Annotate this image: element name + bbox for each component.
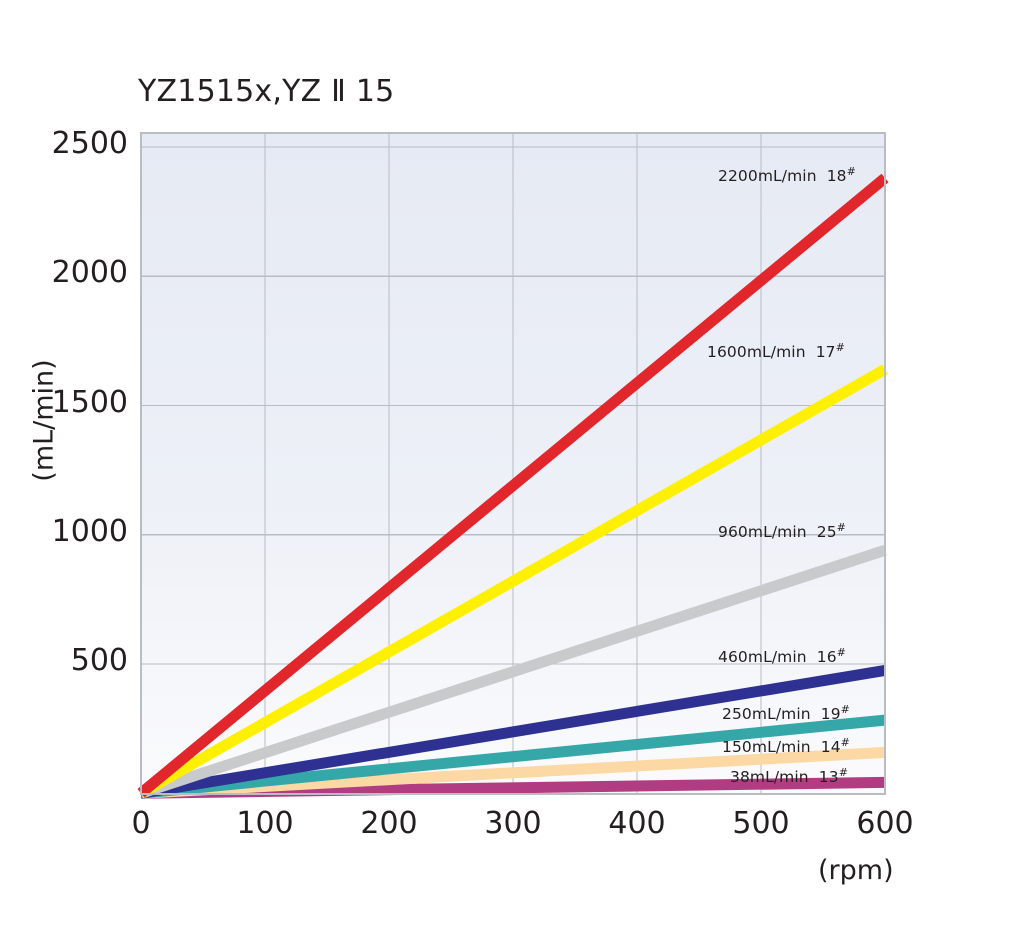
y-axis-tick-label: 2000: [51, 255, 128, 291]
series-line: [138, 364, 888, 799]
series-label-rate: 150mL/min: [722, 738, 821, 756]
series-label-rate: 460mL/min: [718, 648, 817, 666]
series-label-rate: 250mL/min: [722, 705, 821, 723]
plot-border: [140, 132, 886, 795]
y-axis-tick-label: 1500: [51, 384, 128, 420]
series-label-rate: 1600mL/min: [707, 343, 816, 361]
series-label-tube: 19: [820, 705, 841, 723]
series-label: 460mL/min 16#: [718, 645, 846, 666]
series-label-rate: 960mL/min: [718, 523, 817, 541]
series-line: [137, 173, 889, 798]
grid-lines: [141, 133, 886, 794]
series-label: 2200mL/min 18#: [718, 164, 856, 185]
series-label-tube: 14: [820, 738, 841, 756]
x-axis-tick-label: 0: [131, 806, 151, 841]
y-axis-ticks: 500 1000 1500 2000 2500: [0, 0, 128, 945]
series-label-hash-icon: #: [846, 164, 856, 178]
series-label-hash-icon: #: [836, 645, 846, 659]
x-axis-tick-label: 200: [360, 806, 418, 841]
x-axis-tick-label: 500: [732, 806, 790, 841]
series-label-tube: 13: [818, 768, 839, 786]
series-label: 250mL/min 19#: [722, 702, 850, 723]
series-line: [140, 714, 886, 799]
series-label: 1600mL/min 17#: [707, 340, 845, 361]
x-axis-tick-label: 300: [484, 806, 542, 841]
x-axis-title: (rpm): [818, 855, 894, 886]
series-label-tube: 17: [815, 343, 836, 361]
series-label: 150mL/min 14#: [722, 735, 850, 756]
series-label-rate: 2200mL/min: [718, 167, 827, 185]
y-axis-tick-label: 500: [70, 643, 128, 678]
series-label: 38mL/min 13#: [730, 765, 849, 786]
series-label-tube: 16: [816, 648, 837, 666]
x-axis-tick-label: 600: [856, 806, 914, 841]
series-lines: [137, 173, 889, 799]
series-label-tube: 25: [816, 523, 837, 541]
series-label-hash-icon: #: [836, 520, 846, 534]
series-label-rate: 38mL/min: [730, 768, 819, 786]
x-axis-tick-label: 100: [236, 806, 294, 841]
series-label-hash-icon: #: [838, 765, 849, 779]
series-label-hash-icon: #: [835, 340, 845, 354]
series-line: [140, 665, 886, 799]
chart-title: YZ1515x,YZ Ⅱ 15: [138, 74, 395, 109]
series-label-hash-icon: #: [840, 702, 850, 716]
x-axis-tick-label: 400: [608, 806, 666, 841]
series-line: [139, 545, 887, 799]
series-label-tube: 18: [826, 167, 847, 185]
series-label: 960mL/min 25#: [718, 520, 846, 541]
series-label-hash-icon: #: [840, 735, 850, 749]
y-axis-tick-label: 2500: [51, 126, 128, 161]
y-axis-tick-label: 1000: [51, 513, 128, 549]
